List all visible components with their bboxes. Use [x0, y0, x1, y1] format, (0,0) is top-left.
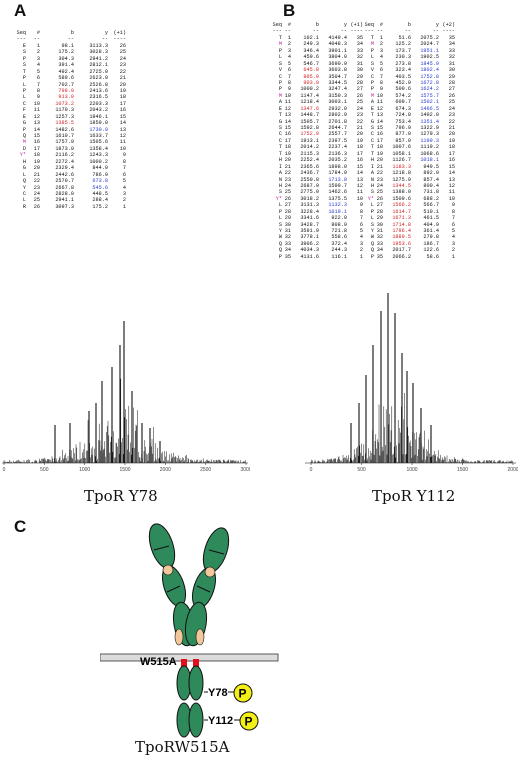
axis-tick-label: 1000	[406, 467, 417, 473]
axis-tick-label: 1000	[79, 467, 90, 473]
mutation-label: W515A	[140, 656, 177, 668]
table-b: Seq # b y (+1) Seq # b y (+2) --- -- -- -- ---- --- -- --…	[272, 22, 455, 260]
axis-tick-label: 2000	[160, 467, 171, 473]
phospho-icon-2	[239, 711, 259, 731]
caption-c: TpoRW515A	[135, 738, 230, 756]
axis-tick-label: 1500	[457, 467, 468, 473]
phospho-icon-1	[233, 683, 253, 703]
w515a-mark-right	[193, 659, 199, 669]
receptor-diagram: W515A Y78 P Y112 P	[100, 523, 279, 738]
axis-tick-label: 0	[3, 467, 6, 473]
axis-tick-label: 500	[357, 467, 366, 473]
spectrum-b: 0 500 1000 1500 2000	[305, 293, 518, 473]
panel-b-label: B	[283, 1, 296, 20]
w515a-mark-left	[181, 659, 187, 669]
caption-b: TpoR Y112	[372, 487, 456, 505]
panel-a-label: A	[14, 1, 27, 20]
site2-label: Y112	[208, 715, 233, 727]
axis-tick-label: 0	[310, 467, 313, 473]
caption-a: TpoR Y78	[84, 487, 158, 505]
site1-label: Y78	[208, 687, 228, 699]
axis-tick-label: 2500	[200, 467, 211, 473]
phospho-label-1: P	[239, 687, 247, 701]
right-arm	[184, 527, 230, 647]
panel-c-label: C	[14, 517, 27, 536]
membrane	[100, 653, 279, 662]
axis-tick-label: 500	[40, 467, 49, 473]
table-a: Seq # b y (+1) --- -- -- -- ---- E 1 98.1 3113.3 26 S 2 1…	[16, 30, 126, 210]
phospho-label-2: P	[245, 715, 253, 729]
axis-tick-label: 1500	[119, 467, 130, 473]
axis-tick-label: 2000	[507, 467, 518, 473]
